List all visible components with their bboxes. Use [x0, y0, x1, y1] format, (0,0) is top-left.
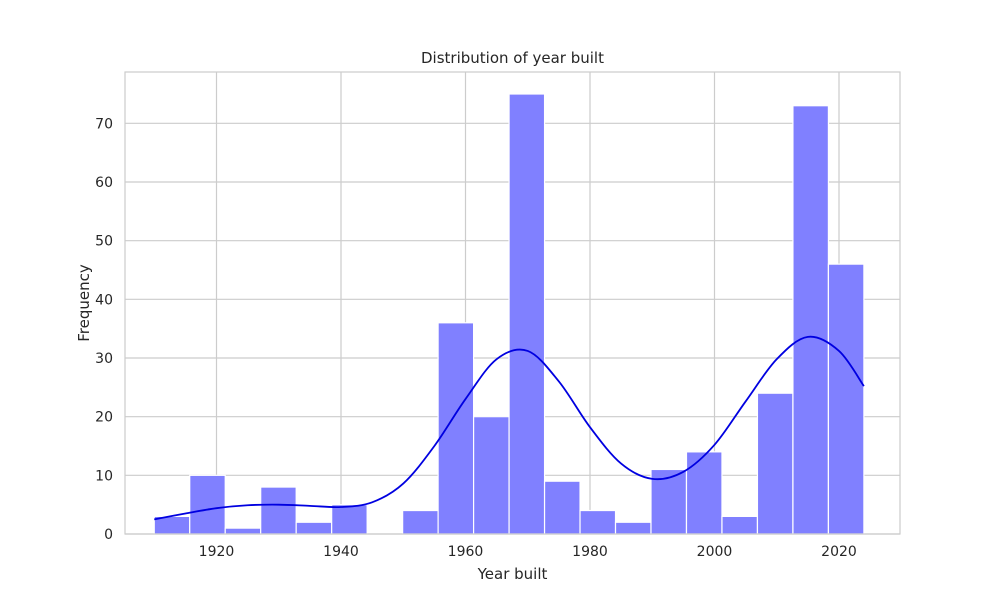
x-tick-label: 2020 — [821, 544, 857, 560]
y-tick-label: 0 — [104, 527, 113, 543]
histogram-bar — [260, 486, 297, 535]
histogram-bar — [508, 93, 546, 535]
x-tick-label: 1920 — [199, 544, 235, 560]
y-tick-label: 10 — [95, 468, 113, 484]
x-tick-label: 1960 — [448, 544, 484, 560]
chart-title: Distribution of year built — [421, 49, 604, 67]
histogram-bar — [579, 509, 617, 535]
x-tick-label: 1980 — [572, 544, 608, 560]
bars-layer — [153, 93, 865, 535]
y-tick-label: 30 — [95, 351, 113, 367]
y-axis-label: Frequency — [75, 264, 93, 342]
y-tick-label: 60 — [95, 175, 113, 191]
histogram-bar — [756, 392, 794, 535]
histogram-bar — [827, 263, 865, 535]
histogram-bar — [224, 527, 262, 535]
histogram-bar — [331, 504, 368, 535]
histogram-bar — [437, 322, 475, 535]
y-tick-label: 20 — [95, 410, 113, 426]
histogram-bar — [614, 521, 652, 535]
y-tick-label: 70 — [95, 116, 113, 132]
y-tick-label: 40 — [95, 292, 113, 308]
x-tick-label: 1940 — [323, 544, 359, 560]
histogram-bar — [685, 451, 723, 535]
histogram-bar — [792, 105, 830, 535]
histogram-bar — [402, 509, 439, 535]
x-axis-label: Year built — [477, 565, 548, 583]
histogram-bar — [650, 468, 688, 535]
histogram-bar — [472, 416, 510, 535]
kde-layer — [154, 335, 865, 521]
histogram-bar — [543, 480, 581, 535]
plot-frame — [124, 71, 901, 535]
y-tick-label: 50 — [95, 234, 113, 250]
histogram-bar — [295, 521, 333, 535]
x-tick-label: 2000 — [697, 544, 733, 560]
histogram-bar — [189, 474, 226, 535]
histogram-bar — [721, 515, 759, 535]
ticks-layer: 1920 1940 1960 1980 2000 2020 0 10 20 30 40 50 60 70 — [95, 116, 857, 560]
kde-line — [154, 335, 865, 521]
